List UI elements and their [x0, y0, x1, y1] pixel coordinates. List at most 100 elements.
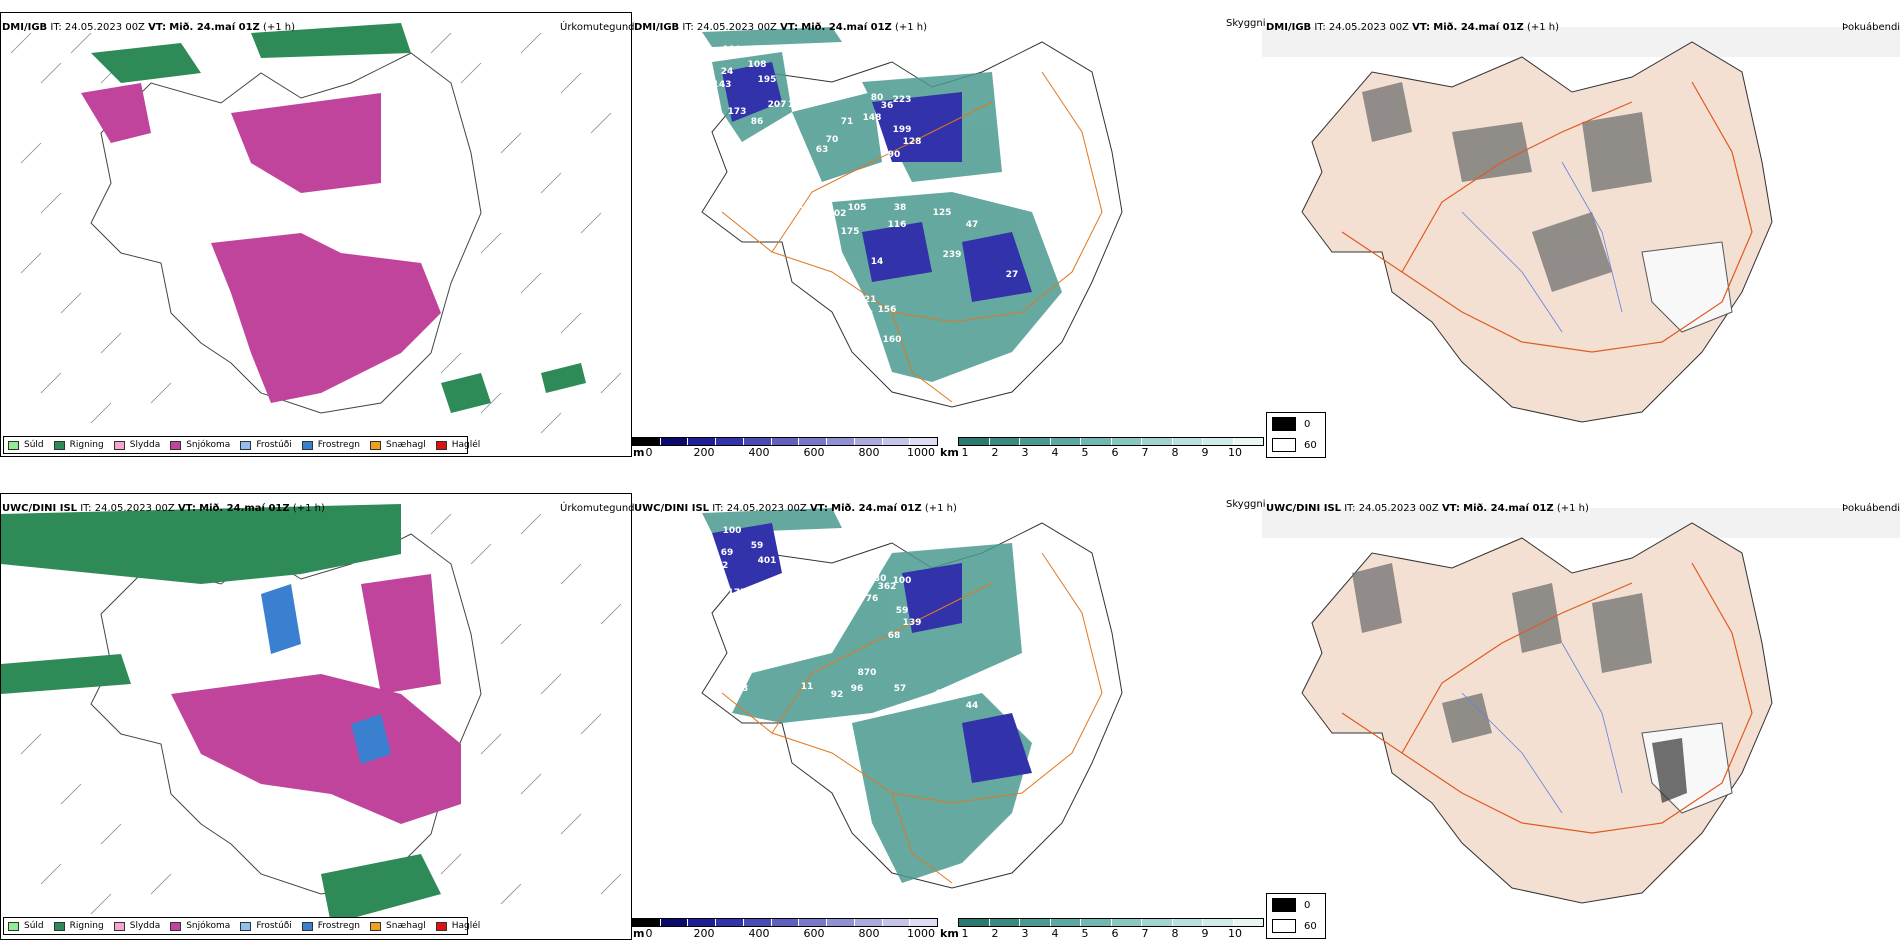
- cloud-base-label: 223: [893, 95, 912, 105]
- model-name: DMI/IGB: [634, 22, 680, 33]
- cloud-base-label: 128: [903, 137, 922, 147]
- cbar-segment: [1020, 438, 1051, 445]
- tick-label: 7: [1141, 927, 1149, 940]
- legend-swatch: [301, 440, 313, 450]
- cloud-base-label: 177: [768, 581, 787, 591]
- cbar-segment: [959, 438, 990, 445]
- cloud-base-areas: [712, 523, 1032, 783]
- cloud-base-label: 199: [893, 125, 912, 135]
- tick-label: 3: [1021, 927, 1029, 940]
- legend-label: Snjókoma: [186, 921, 231, 931]
- legend-item: Rigning: [53, 921, 104, 931]
- legend-label: Snæhagl: [386, 440, 426, 450]
- cloud-base-label: 14: [871, 257, 884, 267]
- cbar-segment: [1203, 438, 1234, 445]
- vt-label: VT:: [780, 22, 799, 33]
- cloud-base-label: 116: [888, 220, 907, 230]
- legend-item: Haglél: [435, 440, 481, 450]
- cbar-segment: [959, 919, 990, 926]
- fog-areas: [1352, 563, 1652, 743]
- cbar-segment: [1203, 919, 1234, 926]
- fog-legend-item: 60: [1272, 919, 1317, 933]
- cloud-base-label: 846: [733, 628, 752, 638]
- cloud-base-label: 207: [768, 100, 787, 110]
- cloud-base-label: 243: [798, 201, 817, 211]
- cloud-base-label: 80: [871, 93, 884, 103]
- legend-swatch: [370, 440, 382, 450]
- cloud-base-label: 212: [788, 581, 807, 591]
- tick-label: 800: [858, 927, 880, 940]
- cloud-base-label: 175: [728, 588, 747, 598]
- legend-label: Haglél: [451, 440, 481, 450]
- tick-label: 5: [1081, 446, 1089, 459]
- legend-item: Haglél: [435, 921, 480, 931]
- cloud-base-label: 63: [816, 145, 829, 155]
- cloud-base-label: 100: [893, 576, 912, 586]
- tick-label: 2: [991, 927, 999, 940]
- legend-label: Snæhagl: [386, 921, 426, 931]
- panel-header-2-3: UWC/DINI ISL IT: 24.05.2023 00Z VT: Mið.…: [1266, 503, 1589, 515]
- it-value: 24.05.2023 00Z: [64, 22, 145, 33]
- tick-label: 10: [1228, 446, 1242, 459]
- vt-label: VT:: [1441, 503, 1460, 514]
- legend-item: Frostúði: [240, 440, 292, 450]
- lead-time: (+1 h): [1556, 503, 1589, 514]
- it-label: IT:: [1314, 22, 1326, 33]
- cloud-base-label: 38: [894, 203, 907, 213]
- fog-swatch: [1272, 438, 1296, 452]
- vt-value: Mið. 24.maí 01Z: [1463, 503, 1554, 514]
- cloud-panel-1: 119 108 195 24 143 207 131 173 86 63 33 71 80 36 223 14…: [632, 12, 1262, 457]
- legend-swatch: [240, 921, 252, 931]
- legend-item: Súld: [8, 921, 44, 931]
- cloudbase-colorbar-2: [632, 918, 938, 927]
- tick-label: 9: [1201, 446, 1209, 459]
- panel-title-fog-2: Þokuábendi: [1842, 503, 1900, 514]
- cloud-base-label: 92: [831, 690, 844, 700]
- vt-label: VT:: [177, 503, 196, 514]
- cbar-segment: [1142, 438, 1173, 445]
- tick-label: 3: [1021, 446, 1029, 459]
- cloud-base-label: 233: [858, 187, 877, 197]
- cloud-base-label: 82: [716, 561, 729, 571]
- cloud-map-1: [701, 27, 1123, 408]
- tick-label: 4: [1051, 927, 1059, 940]
- cbar-segment: [1142, 919, 1173, 926]
- legend-swatch: [113, 921, 125, 931]
- fog-panel-1: [1262, 12, 1900, 457]
- cloud-base-label: 321: [858, 295, 877, 305]
- vt-label: VT:: [809, 503, 828, 514]
- cbar-segment: [1081, 438, 1112, 445]
- cloud-base-label: 44: [966, 701, 979, 711]
- cloud-base-label: 163: [823, 616, 842, 626]
- cloud-base-label: 362: [878, 582, 897, 592]
- it-value: 24.05.2023 00Z: [726, 503, 807, 514]
- legend-label: Frostregn: [317, 921, 361, 931]
- cloud-base-label: 46: [861, 310, 874, 320]
- cbar-segment: [989, 438, 1020, 445]
- cloud-base-label: 175: [841, 227, 860, 237]
- legend-label: Snjókoma: [186, 440, 231, 450]
- fog-legend-label: 0: [1304, 418, 1311, 430]
- it-label: IT:: [712, 503, 724, 514]
- panel-title-cloud-2: Skyggni: [1226, 499, 1266, 510]
- cbar-segment: [799, 919, 828, 926]
- tick-label: 4: [1051, 446, 1059, 459]
- tick-label: 800: [858, 446, 880, 459]
- fog-legend-label: 0: [1304, 899, 1311, 911]
- fog-panel-2: [1262, 493, 1900, 938]
- cloud-base-label: 401: [758, 556, 777, 566]
- cloud-base-label: 195: [758, 75, 777, 85]
- tick-label: 200: [693, 927, 715, 940]
- cloudbase-ticks-1: 0 200 400 600 800 1000: [646, 446, 936, 460]
- cbar-segment: [743, 438, 772, 445]
- cloud-base-label: 76: [866, 594, 879, 604]
- visibility-colorbar-2: [958, 918, 1264, 927]
- cloud-base-label: 148: [863, 113, 882, 123]
- legend-swatch: [435, 921, 447, 931]
- glacier: [1641, 241, 1733, 333]
- cloud-base-label: 47: [966, 220, 979, 230]
- legend-label: Frostregn: [317, 440, 361, 450]
- vt-value: Mið. 24.maí 01Z: [199, 503, 290, 514]
- vt-value: Mið. 24.maí 01Z: [1433, 22, 1524, 33]
- cbar-segment: [1172, 438, 1203, 445]
